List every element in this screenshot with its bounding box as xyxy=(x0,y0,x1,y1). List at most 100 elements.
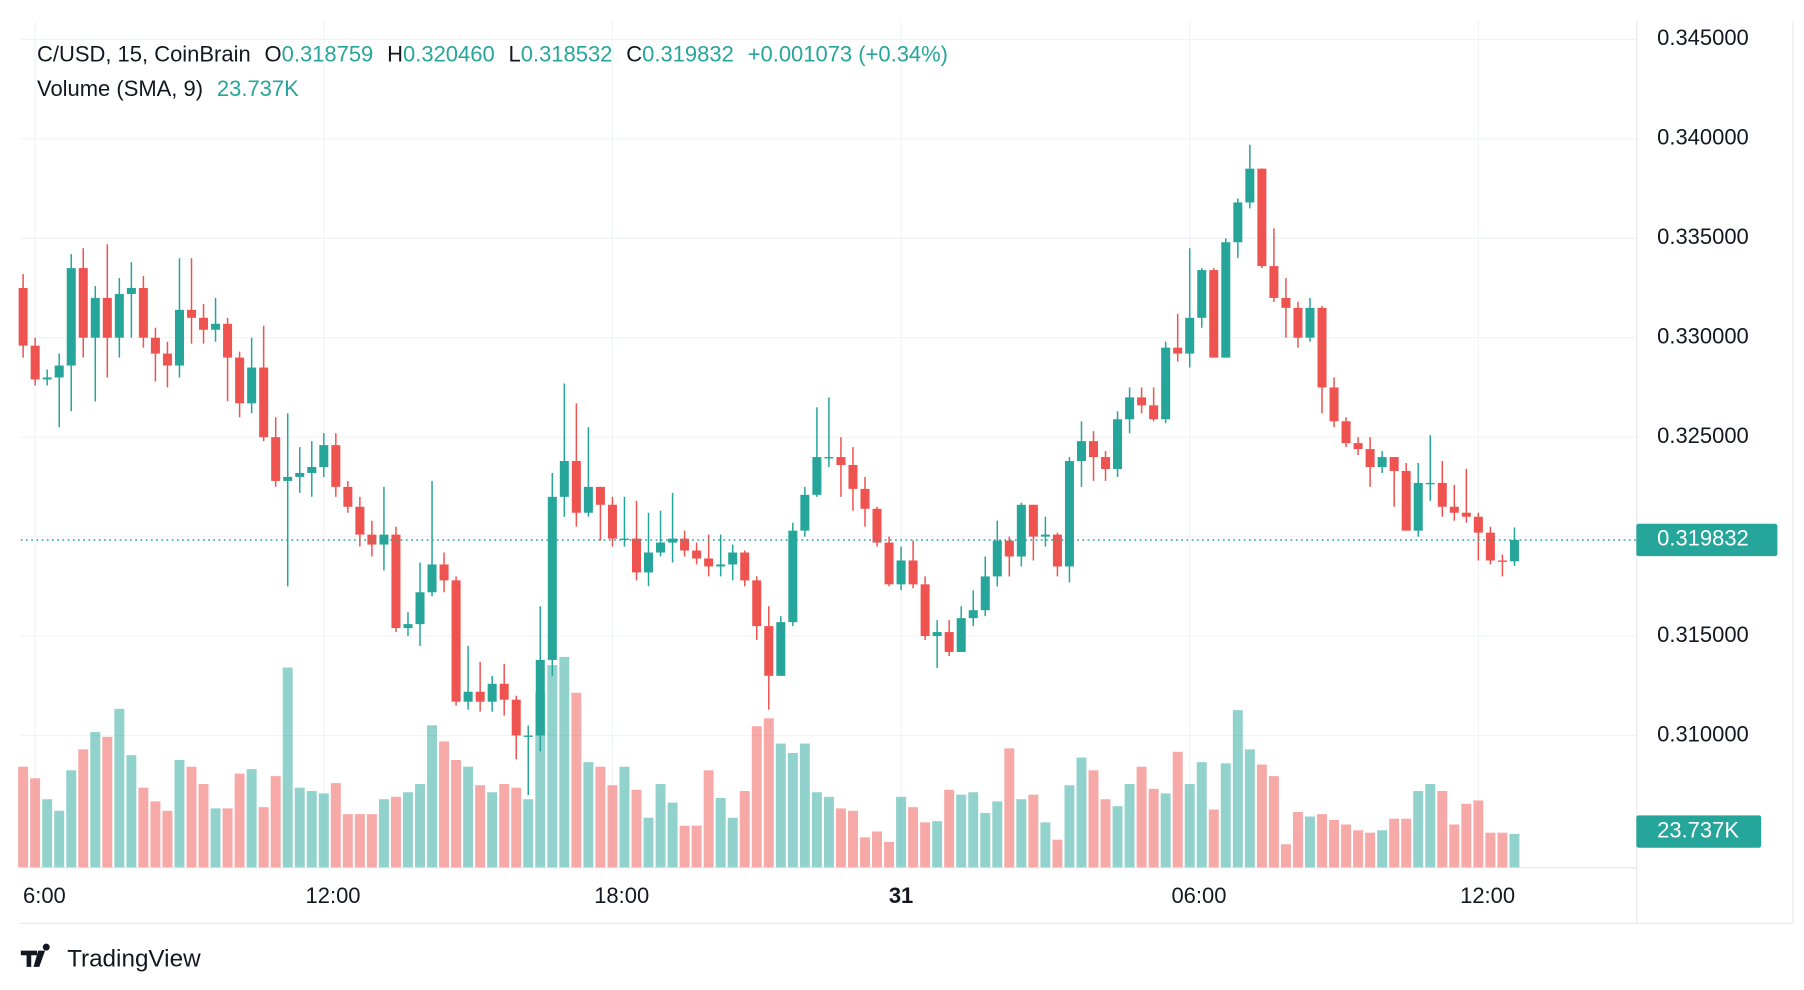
volume-bar xyxy=(860,837,870,868)
volume-bar xyxy=(607,785,618,868)
volume-bar xyxy=(1497,832,1508,868)
brand-name: TradingView xyxy=(67,945,201,972)
candle-body xyxy=(475,691,485,702)
x-tick-label: 06:00 xyxy=(1171,883,1226,908)
candle-body xyxy=(1113,419,1123,469)
volume-bar xyxy=(799,743,810,868)
volume-bar xyxy=(631,789,642,868)
volume-bar xyxy=(1401,818,1412,868)
price-axis-border xyxy=(1636,20,1638,923)
volume-bar xyxy=(727,817,738,868)
volume-bar xyxy=(1208,809,1219,868)
volume-bar xyxy=(1076,757,1087,868)
candle-body xyxy=(1509,539,1519,562)
volume-bar xyxy=(763,718,774,868)
candle-body xyxy=(427,564,437,593)
candle-body xyxy=(1485,532,1495,561)
candle-body xyxy=(1149,405,1159,420)
candle-body xyxy=(1161,347,1171,420)
candle-body xyxy=(150,337,160,354)
volume-bar xyxy=(1377,830,1388,868)
brand-logo xyxy=(20,943,50,967)
candle-body xyxy=(1497,560,1507,562)
volume-bar xyxy=(403,792,413,868)
candle-body xyxy=(1233,202,1243,243)
volume-bar xyxy=(1172,751,1183,868)
candle-body xyxy=(656,542,666,553)
candle-body xyxy=(1329,387,1339,422)
candle-body xyxy=(1064,461,1074,567)
volume-bar xyxy=(1305,816,1315,868)
volume-bar xyxy=(1016,799,1027,868)
candle-body xyxy=(247,367,257,404)
candle-body xyxy=(1449,506,1459,513)
volume-bar xyxy=(66,770,77,868)
x-tick-label: 31 xyxy=(889,883,913,908)
candle-body xyxy=(1052,534,1062,567)
volume-bar xyxy=(775,743,786,868)
volume-bar xyxy=(42,799,53,868)
volume-bar xyxy=(318,793,329,868)
volume-bar xyxy=(1365,832,1376,868)
legend-key: O xyxy=(265,41,282,66)
x-tick-label: 12:00 xyxy=(306,883,361,908)
axes: 0.3100000.3150000.3200000.3250000.330000… xyxy=(23,25,1778,908)
volume-bar xyxy=(1124,784,1135,868)
candle-body xyxy=(824,457,834,459)
volume-bar xyxy=(78,749,89,868)
volume-bar xyxy=(1509,833,1520,868)
candle-body xyxy=(872,508,882,543)
volume-bar xyxy=(535,692,546,868)
legend-key: H xyxy=(387,41,403,66)
volume-bar xyxy=(920,822,931,868)
volume-bar xyxy=(258,807,269,868)
candle-body xyxy=(944,632,954,652)
candle-body xyxy=(547,496,557,660)
candle-body xyxy=(1389,457,1399,471)
volume-bar xyxy=(1329,819,1340,868)
volume-bar xyxy=(246,769,257,868)
candle-body xyxy=(1401,470,1411,531)
volume-bar xyxy=(354,814,365,868)
volume-bar xyxy=(330,783,341,868)
volume-bar xyxy=(174,759,185,868)
volume-bar xyxy=(1292,811,1303,868)
candle-body xyxy=(439,564,449,581)
time-axis-border xyxy=(20,867,1637,869)
volume-bar xyxy=(811,792,822,868)
y-tick-label: 0.325000 xyxy=(1657,423,1749,448)
volume-bar xyxy=(956,794,967,868)
candle-body xyxy=(607,504,617,539)
volume-bar xyxy=(1100,799,1111,868)
volume-bar xyxy=(90,732,101,868)
volume-bar xyxy=(823,796,834,868)
volume-bar xyxy=(306,791,317,868)
volume-bar xyxy=(54,810,65,868)
candle-body xyxy=(1293,307,1303,338)
candle-body xyxy=(511,699,521,736)
volume-bar xyxy=(884,841,895,868)
candle-body xyxy=(186,309,197,318)
candle-body xyxy=(992,540,1002,577)
volume-bar xyxy=(1136,766,1147,868)
symbol: C/USD, 15, CoinBrain xyxy=(37,41,251,66)
candle-body xyxy=(223,323,233,358)
last-price-badge xyxy=(1636,523,1778,557)
volume-bar xyxy=(487,792,498,868)
candle-body xyxy=(487,683,497,702)
candle-body xyxy=(319,445,329,467)
volume-bar xyxy=(1004,748,1015,868)
volume-bar xyxy=(667,802,678,868)
candle-body xyxy=(30,345,40,380)
y-tick-label: 0.335000 xyxy=(1657,224,1749,249)
candle-body xyxy=(1413,482,1423,531)
candle-body xyxy=(295,472,305,477)
volume-bar xyxy=(415,784,425,868)
volume-bar xyxy=(198,784,209,868)
candle-body xyxy=(800,494,810,531)
candle-body xyxy=(355,506,365,535)
volume-bar xyxy=(703,770,714,868)
candle-body xyxy=(523,735,533,737)
candle-body xyxy=(956,618,966,652)
candle-body xyxy=(583,486,593,513)
